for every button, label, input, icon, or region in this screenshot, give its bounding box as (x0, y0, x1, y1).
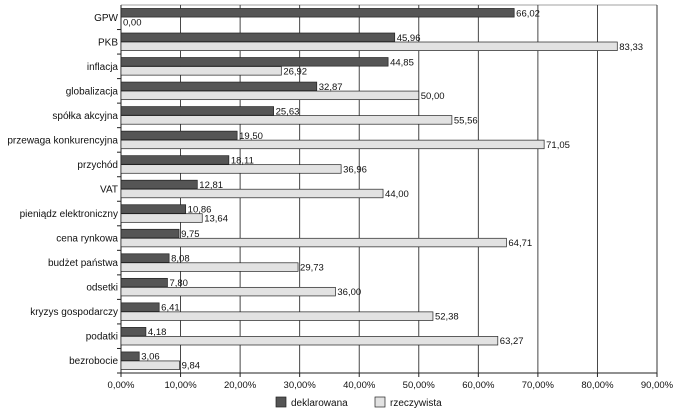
tick-label-9: 90,00% (641, 380, 674, 391)
value-label-rzeczywista-9: 64,71 (508, 238, 532, 249)
value-label-deklarowana-4: 25,63 (276, 106, 300, 117)
bar-rzeczywista-1 (120, 41, 618, 51)
bar-deklarowana-0 (120, 8, 515, 18)
value-label-deklarowana-2: 44,85 (390, 57, 414, 68)
category-label-0: GPW (94, 13, 118, 24)
bar-rzeczywista-2 (120, 66, 282, 76)
tick-label-4: 40,00% (343, 380, 376, 391)
value-label-deklarowana-7: 12,81 (199, 180, 223, 191)
bar-rzeczywista-3 (120, 90, 420, 101)
bar-rzeczywista-14 (120, 360, 180, 370)
bar-rzeczywista-9 (120, 237, 507, 248)
bar-deklarowana-8 (120, 204, 187, 214)
value-label-rzeczywista-13: 63,27 (500, 336, 524, 347)
bar-rzeczywista-12 (120, 311, 434, 321)
value-label-rzeczywista-8: 13,64 (204, 214, 228, 225)
value-label-deklarowana-14: 3,06 (141, 352, 160, 363)
tick-label-6: 60,00% (462, 380, 495, 391)
tick-label-0: 0,00% (108, 380, 135, 391)
value-label-rzeczywista-4: 55,56 (454, 115, 478, 126)
x-axis-ticks: 0,00% 10,00% 20,00% 30,00% 40,00% 50,00% 60,00… (108, 373, 674, 391)
bar-deklarowana-14 (120, 351, 140, 361)
bar-deklarowana-10 (120, 253, 170, 263)
tick-label-7: 70,00% (522, 380, 555, 391)
category-label-13: podatki (86, 332, 118, 343)
bar-deklarowana-11 (120, 277, 168, 288)
bars (120, 8, 618, 370)
category-label-2: inflacja (87, 62, 119, 73)
category-label-6: przychód (77, 160, 118, 171)
tick-label-2: 20,00% (224, 380, 257, 391)
value-label-rzeczywista-14: 9,84 (182, 361, 201, 372)
bar-deklarowana-6 (120, 155, 230, 165)
bar-rzeczywista-6 (120, 164, 342, 174)
legend-label-rzeczywista: rzeczywista (390, 398, 442, 409)
tick-label-3: 30,00% (284, 380, 317, 391)
tick-label-1: 10,00% (164, 380, 197, 391)
bar-rzeczywista-11 (120, 286, 336, 297)
value-label-deklarowana-5: 19,50 (239, 131, 263, 142)
legend-label-deklarowana: deklarowana (291, 398, 348, 409)
category-label-4: spółka akcyjna (52, 111, 118, 122)
category-label-9: cena rynkowa (56, 234, 118, 245)
value-label-rzeczywista-10: 29,73 (300, 263, 324, 274)
category-label-10: budżet państwa (48, 258, 118, 269)
legend-swatch-rzeczywista (374, 396, 386, 408)
category-label-5: przewaga konkurencyjna (7, 135, 118, 146)
value-label-deklarowana-12: 6,41 (161, 303, 180, 314)
bar-deklarowana-9 (120, 228, 180, 239)
value-label-rzeczywista-5: 71,05 (546, 140, 570, 151)
bar-deklarowana-1 (120, 32, 396, 42)
tick-label-5: 50,00% (403, 380, 436, 391)
legend-swatch-deklarowana (275, 396, 287, 408)
bar-rzeczywista-7 (120, 188, 384, 199)
value-label-deklarowana-9: 9,75 (181, 229, 200, 240)
tick-label-8: 80,00% (581, 380, 614, 391)
value-label-rzeczywista-6: 36,96 (343, 164, 367, 175)
value-label-rzeczywista-0: 0,00 (123, 17, 142, 28)
bar-deklarowana-3 (120, 81, 318, 92)
value-label-deklarowana-0: 66,02 (516, 8, 540, 19)
bar-rzeczywista-13 (120, 336, 499, 346)
value-label-deklarowana-13: 4,18 (148, 327, 167, 338)
bar-rzeczywista-8 (120, 213, 203, 223)
bar-deklarowana-13 (120, 327, 147, 337)
category-label-1: PKB (98, 37, 118, 48)
category-label-3: globalizacja (66, 86, 119, 97)
value-label-deklarowana-8: 10,86 (188, 205, 212, 216)
bar-deklarowana-4 (120, 106, 274, 116)
value-label-rzeczywista-1: 83,33 (619, 42, 643, 53)
bar-deklarowana-12 (120, 302, 160, 312)
category-label-11: odsetki (86, 283, 118, 294)
category-label-8: pieniądz elektroniczny (20, 209, 118, 220)
value-label-deklarowana-6: 18,11 (231, 155, 254, 166)
value-label-rzeczywista-7: 44,00 (385, 189, 409, 200)
bar-rzeczywista-10 (120, 262, 299, 272)
category-labels: GPW PKB inflacja globalizacja spółka akcyjna… (7, 13, 121, 374)
value-label-deklarowana-11: 7,80 (169, 278, 188, 289)
bar-deklarowana-7 (120, 179, 198, 190)
category-label-12: kryzys gospodarczy (30, 307, 118, 318)
value-label-deklarowana-3: 32,87 (319, 82, 343, 93)
value-labels: 66,02 0,00 45,96 83,33 44,85 26,92 32,87 50,00 2… (123, 8, 643, 371)
value-label-rzeczywista-11: 36,00 (337, 287, 361, 298)
category-label-14: bezrobocie (69, 356, 118, 367)
bar-rzeczywista-5 (120, 139, 545, 150)
bar-rzeczywista-4 (120, 115, 453, 125)
value-label-deklarowana-10: 8,08 (171, 254, 190, 265)
value-label-deklarowana-1: 45,96 (397, 33, 421, 44)
bar-deklarowana-2 (120, 57, 389, 67)
legend: deklarowana rzeczywista (275, 396, 442, 409)
value-label-rzeczywista-3: 50,00 (421, 91, 445, 102)
value-label-rzeczywista-2: 26,92 (283, 66, 307, 77)
value-label-rzeczywista-12: 52,38 (435, 312, 459, 323)
bar-deklarowana-5 (120, 130, 238, 141)
category-label-7: VAT (100, 185, 118, 196)
